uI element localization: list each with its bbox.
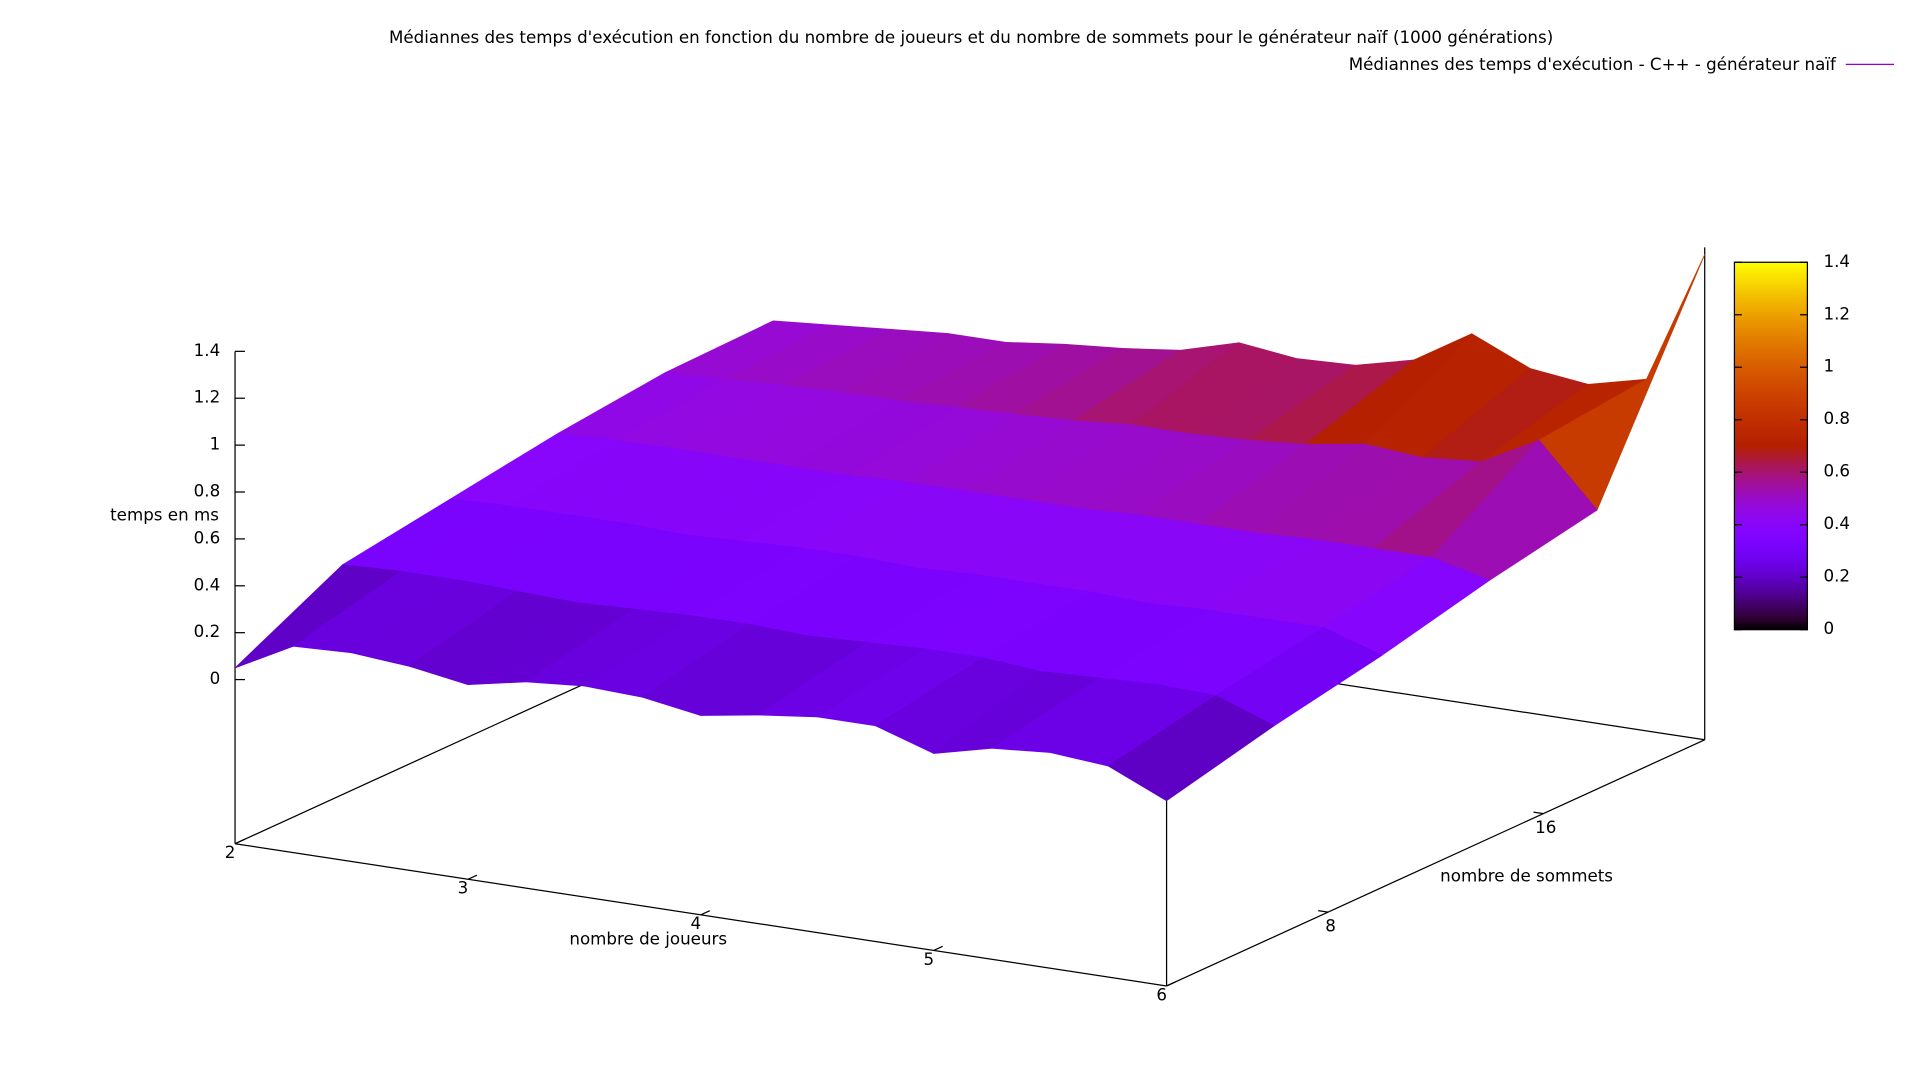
colorbar-tick-label: 0.2 <box>1823 566 1850 586</box>
z-tick-label: 1.4 <box>194 340 221 360</box>
z-tick-label: 1.2 <box>194 387 221 407</box>
y-axis-label: nombre de sommets <box>1440 866 1613 886</box>
colorbar-tick-label: 0.8 <box>1823 408 1850 428</box>
colorbar-tick-label: 0 <box>1823 618 1834 638</box>
z-tick-label: 1 <box>210 434 221 454</box>
legend-label: Médiannes des temps d'exécution - C++ - … <box>1349 54 1837 74</box>
y-tick-label: 16 <box>1535 817 1556 837</box>
y-axis <box>1166 739 1705 987</box>
x-tick-label: 5 <box>923 949 934 969</box>
z-tick-label: 0 <box>210 668 221 688</box>
colorbar-tick-label: 0.4 <box>1823 513 1850 533</box>
x-tick <box>1166 981 1176 987</box>
colorbar-tick-label: 0.6 <box>1823 461 1850 481</box>
x-tick-label: 2 <box>225 842 236 862</box>
z-tick-label: 0.4 <box>194 574 221 594</box>
x-tick-label: 4 <box>691 913 702 933</box>
plot-area: Médiannes des temps d'exécution en fonct… <box>110 27 1895 1004</box>
y-tick <box>1318 910 1329 913</box>
x-tick-label: 6 <box>1156 984 1167 1004</box>
colorbar-tick-label: 1.4 <box>1823 251 1850 271</box>
z-tick-label: 0.8 <box>194 481 221 501</box>
chart-title: Médiannes des temps d'exécution en fonct… <box>389 27 1553 47</box>
x-tick <box>467 874 478 880</box>
x-tick <box>700 910 711 916</box>
y-tick-label: 8 <box>1325 915 1336 935</box>
z-axis-label: temps en ms <box>110 504 219 524</box>
colorbar-tick-label: 1.2 <box>1823 303 1850 323</box>
colorbar-tick-label: 1 <box>1823 356 1834 376</box>
x-axis-label: nombre de joueurs <box>569 929 727 949</box>
x-tick-label: 3 <box>458 878 469 898</box>
x-tick <box>933 945 943 951</box>
z-tick-label: 0.6 <box>194 527 221 547</box>
surface-cell <box>1107 695 1275 802</box>
x-tick <box>234 839 245 845</box>
z-tick-label: 0.2 <box>194 621 221 641</box>
colorbar <box>1733 261 1809 631</box>
y-tick <box>1533 811 1544 815</box>
